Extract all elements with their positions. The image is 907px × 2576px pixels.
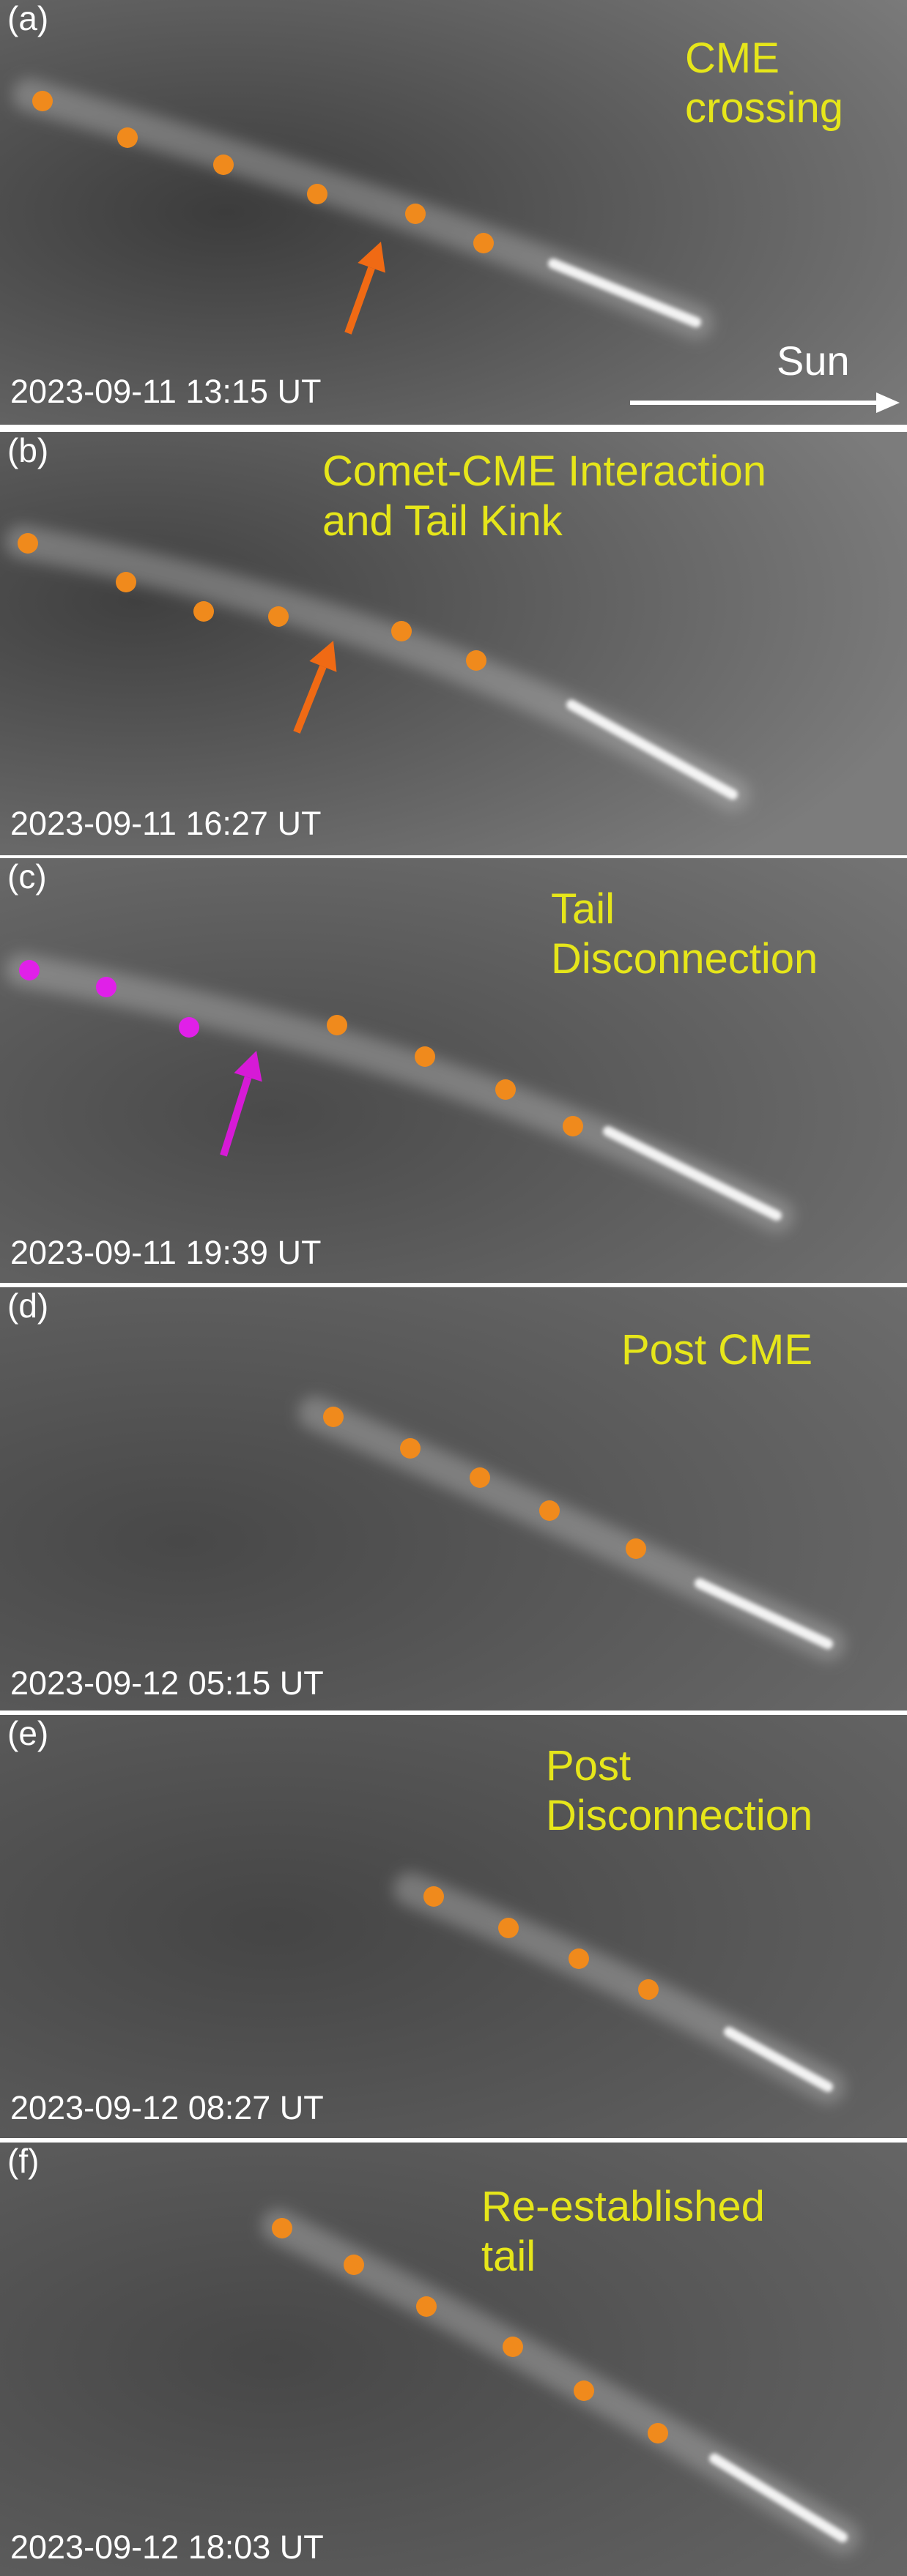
panel-title: Re-established tail	[481, 2183, 765, 2280]
tail-tracking-dot	[327, 1015, 347, 1035]
panel-a: (a) CME crossing 2023-09-11 13:15 UT Sun	[0, 0, 907, 425]
disconnected-tail-dot	[19, 960, 40, 980]
sun-direction-arrow	[630, 392, 900, 413]
kink-arrow-shaft	[344, 267, 375, 335]
panel-label: (f)	[7, 2143, 40, 2180]
kink-arrow-head	[358, 242, 385, 273]
tail-tracking-dot	[391, 621, 412, 641]
panel-label: (a)	[7, 0, 49, 37]
kink-arrow-head	[234, 1051, 262, 1082]
comet-tail-glow	[5, 953, 793, 1232]
tail-tracking-dot	[213, 155, 234, 175]
panel-timestamp: 2023-09-12 08:27 UT	[10, 2089, 324, 2126]
panel-timestamp: 2023-09-11 19:39 UT	[10, 1234, 322, 1271]
comet-overlay	[298, 1396, 845, 1661]
tail-tracking-dot	[32, 91, 53, 111]
tail-tracking-dot	[503, 2337, 523, 2357]
tail-tracking-dot	[648, 2423, 668, 2443]
panel-c: (c) Tail Disconnection 2023-09-11 19:39 …	[0, 858, 907, 1283]
comet-tail-core	[548, 258, 701, 327]
tail-tracking-dot	[539, 1500, 560, 1521]
tail-tracking-dot	[400, 1438, 421, 1459]
panel-title: Tail Disconnection	[551, 885, 818, 983]
panel-label: (c)	[7, 858, 47, 896]
panel-title: Post Disconnection	[546, 1742, 813, 1839]
tail-tracking-dot	[268, 606, 289, 627]
comet-tail-core	[709, 2453, 848, 2542]
tail-tracking-dot	[423, 1886, 444, 1907]
tail-tracking-dot	[466, 650, 486, 671]
sun-direction-label: Sun	[777, 338, 850, 384]
tail-tracking-dot	[626, 1538, 646, 1559]
tail-tracking-dot	[470, 1467, 490, 1488]
panel-e-background	[0, 1715, 907, 2138]
disconnected-tail-dot	[96, 977, 116, 997]
tail-tracking-dot	[18, 533, 38, 554]
tail-tracking-dot	[416, 2296, 437, 2317]
panel-b-background	[0, 432, 907, 855]
panel-d-background	[0, 1287, 907, 1710]
comet-tail-core	[603, 1126, 782, 1221]
tail-tracking-dot	[405, 204, 426, 224]
panel-e: (e) Post Disconnection 2023-09-12 08:27 …	[0, 1715, 907, 2138]
panel-b: (b) Comet-CME Interaction and Tail Kink …	[0, 432, 907, 855]
comet-overlay	[12, 78, 713, 339]
comet-overlay	[262, 2209, 859, 2554]
tail-tracking-dot	[193, 601, 214, 622]
panel-d: (d) Post CME 2023-09-12 05:15 UT	[0, 1287, 907, 1710]
panel-timestamp: 2023-09-12 18:03 UT	[10, 2528, 324, 2566]
kink-arrow-head	[309, 641, 337, 672]
tail-tracking-dot	[272, 2218, 292, 2238]
comet-overlay	[5, 525, 749, 811]
panel-label: (d)	[7, 1287, 49, 1325]
comet-tail-core	[566, 699, 738, 800]
tail-tracking-dot	[307, 184, 327, 204]
panel-label: (b)	[7, 432, 49, 469]
tail-tracking-dot	[638, 1979, 659, 2000]
tail-tracking-dot	[569, 1948, 589, 1969]
panel-title: Post CME	[621, 1326, 813, 1374]
comet-overlay	[5, 953, 793, 1232]
comet-overlay	[393, 1872, 845, 2104]
tail-tracking-dot	[344, 2255, 364, 2275]
tail-tracking-dot	[116, 572, 136, 592]
panel-label: (e)	[7, 1715, 49, 1752]
comet-tail-core	[724, 2027, 833, 2092]
kink-arrow-shaft	[220, 1076, 252, 1157]
panel-title: Comet-CME Interaction and Tail Kink	[322, 447, 766, 545]
panel-f: (f) Re-established tail 2023-09-12 18:03…	[0, 2143, 907, 2576]
tail-tracking-dot	[473, 233, 494, 253]
panel-timestamp: 2023-09-11 16:27 UT	[10, 805, 322, 842]
tail-tracking-dot	[495, 1079, 516, 1100]
tail-tracking-dot	[563, 1116, 583, 1136]
panel-timestamp: 2023-09-12 05:15 UT	[10, 1664, 324, 1702]
kink-arrow-shaft	[293, 665, 327, 734]
tail-tracking-dot	[574, 2380, 594, 2401]
disconnected-tail-dot	[179, 1017, 199, 1038]
panel-timestamp: 2023-09-11 13:15 UT	[10, 373, 322, 410]
tail-tracking-dot	[415, 1046, 435, 1067]
tail-tracking-dot	[323, 1407, 344, 1427]
tail-tracking-dot	[498, 1918, 519, 1938]
panel-title: CME crossing	[685, 34, 843, 132]
comet-tail-core	[695, 1578, 833, 1649]
tail-tracking-dot	[117, 127, 138, 148]
